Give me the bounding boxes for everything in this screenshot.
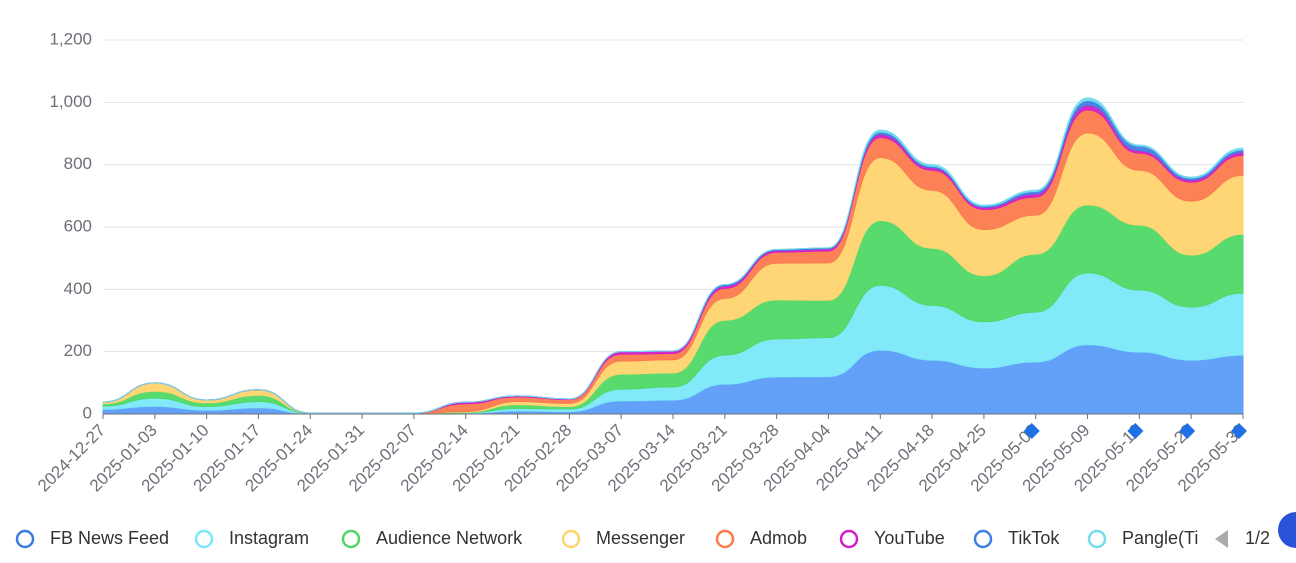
y-tick-label: 1,200 xyxy=(49,29,92,48)
legend-icon xyxy=(341,529,361,549)
y-tick-label: 200 xyxy=(64,341,92,360)
legend-label: TikTok xyxy=(1008,528,1060,548)
legend-prev[interactable] xyxy=(1215,530,1228,548)
legend-label: Admob xyxy=(750,528,807,548)
legend-icon xyxy=(561,529,581,549)
legend-item[interactable]: Admob xyxy=(715,528,807,549)
y-tick-label: 0 xyxy=(83,403,92,422)
legend-item[interactable]: Instagram xyxy=(194,528,309,549)
legend-label: Audience Network xyxy=(376,528,523,548)
legend-item[interactable]: TikTok xyxy=(973,528,1060,549)
event-marker xyxy=(1179,423,1196,439)
y-tick-label: 600 xyxy=(64,216,92,235)
legend-icon xyxy=(15,529,35,549)
legend-icon xyxy=(194,529,214,549)
legend-item[interactable]: FB News Feed xyxy=(15,528,169,549)
legend-label: FB News Feed xyxy=(50,528,169,548)
y-tick-label: 400 xyxy=(64,279,92,298)
legend-icon xyxy=(1087,529,1107,549)
event-marker xyxy=(1023,423,1040,439)
legend-icon xyxy=(973,529,993,549)
legend-label: Messenger xyxy=(596,528,685,548)
y-tick-label: 1,000 xyxy=(49,92,92,111)
event-marker xyxy=(1231,423,1247,439)
legend-item[interactable]: Pangle(Ti xyxy=(1087,528,1198,549)
legend-page: 1/2 xyxy=(1245,528,1270,548)
legend-item[interactable]: Audience Network xyxy=(341,528,523,549)
legend-icon xyxy=(715,529,735,549)
floating-button[interactable] xyxy=(1278,512,1296,548)
y-tick-label: 800 xyxy=(64,154,92,173)
legend-label: Pangle(Ti xyxy=(1122,528,1198,548)
legend-icon xyxy=(839,529,859,549)
legend-label: YouTube xyxy=(874,528,945,548)
legend-item[interactable]: YouTube xyxy=(839,528,945,549)
legend-label: Instagram xyxy=(229,528,309,548)
event-marker xyxy=(1127,423,1144,439)
legend-item[interactable]: Messenger xyxy=(561,528,685,549)
area xyxy=(102,97,1244,414)
